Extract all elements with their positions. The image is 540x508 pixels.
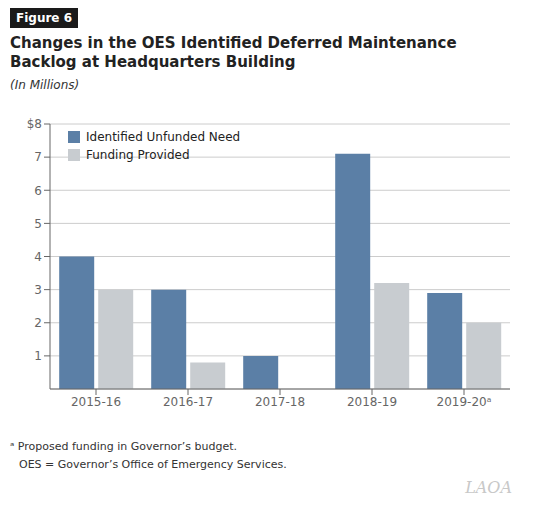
html-text:LAOA: LAOA [465, 478, 512, 497]
svg-text:2019-20ᵃ: 2019-20ᵃ [437, 395, 492, 409]
svg-text:$8: $8 [27, 117, 42, 131]
svg-text:2015-16: 2015-16 [71, 395, 121, 409]
html-text:Backlog at Headquarters Buildi: Backlog at Headquarters Building [10, 53, 296, 71]
svg-text:7: 7 [34, 150, 42, 164]
html-text:ᵃ Proposed funding in Governor: ᵃ Proposed funding in Governor’s budget. [10, 440, 238, 453]
svg-text:4: 4 [34, 250, 42, 264]
html-text:(In Millions): (In Millions) [10, 78, 80, 92]
html-text:Changes in the OES Identified: Changes in the OES Identified Deferred M… [10, 34, 457, 52]
html-text:Identified Unfunded Need: Identified Unfunded Need [86, 130, 241, 144]
svg-text:2018-19: 2018-19 [347, 395, 397, 409]
svg-text:2016-17: 2016-17 [163, 395, 213, 409]
svg-text:1: 1 [34, 349, 42, 363]
svg-text:6: 6 [34, 184, 42, 198]
html-text:Figure 6: Figure 6 [16, 11, 72, 25]
svg-text:5: 5 [34, 217, 42, 231]
html-text:Funding Provided: Funding Provided [86, 148, 190, 162]
svg-text:3: 3 [34, 283, 42, 297]
svg-text:2017-18: 2017-18 [255, 395, 305, 409]
html-text:OES = Governor’s Office of Eme: OES = Governor’s Office of Emergency Ser… [19, 458, 287, 471]
svg-text:2: 2 [34, 316, 42, 330]
